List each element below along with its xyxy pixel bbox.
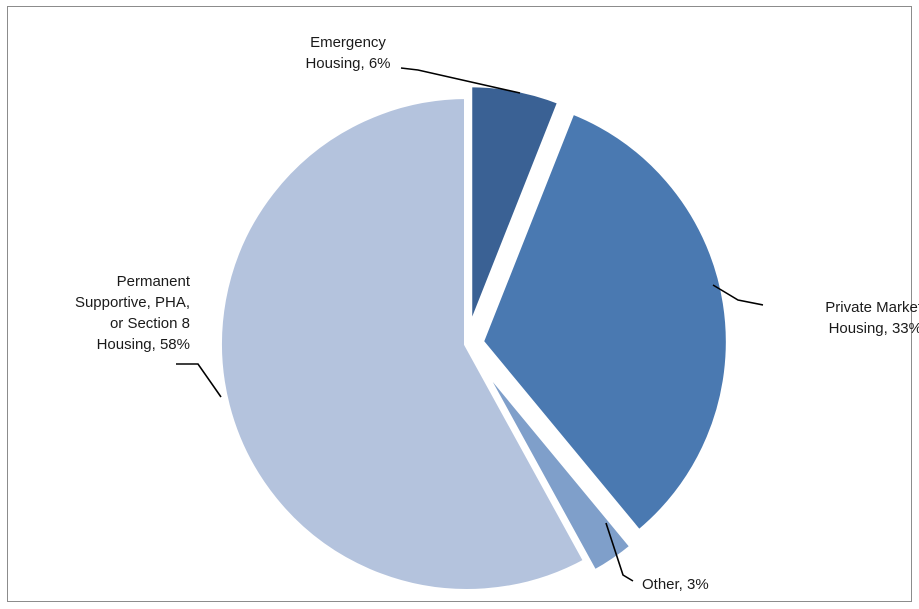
chart-area: Emergency Housing, 6% Private Market Hou… [7,6,919,602]
pie-slice-permanent-supportive-pha-or-section-8-housing [216,92,591,595]
leader-line-private-market [712,284,764,306]
leader-line-emergency [400,67,521,94]
pie-slice-other [472,353,638,577]
data-label-emergency-housing: Emergency Housing, 6% [305,34,391,72]
pie-slice-emergency-housing [466,81,565,334]
data-label-permanent-supportive: Permanent Supportive, PHA, or Section 8 … [74,273,190,353]
data-label-private-market-housing: Private Market Housing, 33% [825,299,919,337]
leader-line-permanent [176,363,222,398]
pie-chart [176,67,764,595]
pie-slice-private-market-housing [477,107,732,538]
leader-line-other [605,522,634,582]
data-label-other: Other, 3% [642,576,709,593]
